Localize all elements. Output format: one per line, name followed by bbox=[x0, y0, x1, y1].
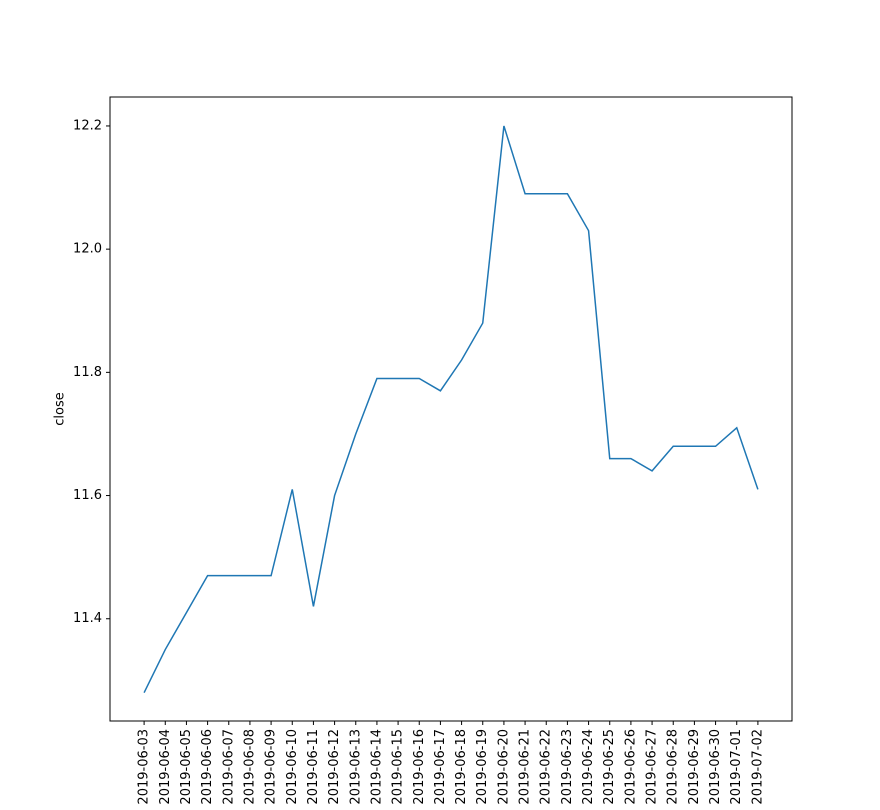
x-tick-label: 2019-07-02 bbox=[750, 729, 765, 805]
x-tick-label: 2019-06-14 bbox=[369, 729, 384, 805]
x-tick-label: 2019-06-27 bbox=[645, 729, 660, 805]
x-tick-label: 2019-06-03 bbox=[137, 729, 152, 805]
x-tick-label: 2019-06-18 bbox=[454, 729, 469, 805]
x-tick-label: 2019-06-05 bbox=[179, 729, 194, 805]
x-tick-label: 2019-06-19 bbox=[475, 729, 490, 805]
line-series bbox=[143, 125, 759, 693]
x-tick-label: 2019-06-09 bbox=[264, 729, 279, 805]
x-tick-label: 2019-06-24 bbox=[581, 729, 596, 805]
x-tick-label: 2019-06-10 bbox=[285, 729, 300, 805]
x-tick-label: 2019-06-22 bbox=[539, 729, 554, 805]
x-tick-label: 2019-06-23 bbox=[560, 729, 575, 805]
x-tick-label: 2019-06-07 bbox=[221, 729, 236, 805]
x-tick-label: 2019-06-08 bbox=[242, 729, 257, 805]
x-tick-label: 2019-06-25 bbox=[602, 729, 617, 805]
x-tick-label: 2019-06-20 bbox=[496, 729, 511, 805]
x-tick-label: 2019-06-21 bbox=[518, 729, 533, 805]
x-tick-label: 2019-06-29 bbox=[687, 729, 702, 805]
x-tick-label: 2019-06-04 bbox=[158, 729, 173, 805]
y-tick-label: 12.2 bbox=[73, 118, 102, 133]
y-tick-label: 11.8 bbox=[73, 365, 102, 380]
x-tick-label: 2019-06-16 bbox=[412, 729, 427, 805]
x-tick-label: 2019-07-01 bbox=[729, 729, 744, 805]
plot-frame bbox=[109, 96, 793, 722]
x-tick-label: 2019-06-06 bbox=[200, 729, 215, 805]
x-tick-label: 2019-06-13 bbox=[348, 729, 363, 805]
x-tick-label: 2019-06-28 bbox=[666, 729, 681, 805]
x-tick-label: 2019-06-11 bbox=[306, 729, 321, 805]
y-tick-label: 11.6 bbox=[73, 488, 102, 503]
x-tick-label: 2019-06-26 bbox=[623, 729, 638, 805]
x-tick-label: 2019-06-15 bbox=[391, 729, 406, 805]
y-tick-label: 12.0 bbox=[73, 242, 102, 257]
x-tick-label: 2019-06-30 bbox=[708, 729, 723, 805]
x-tick-label: 2019-06-12 bbox=[327, 729, 342, 805]
y-axis-label: close bbox=[53, 392, 68, 425]
y-tick-label: 11.4 bbox=[73, 611, 102, 626]
x-tick-label: 2019-06-17 bbox=[433, 729, 448, 805]
